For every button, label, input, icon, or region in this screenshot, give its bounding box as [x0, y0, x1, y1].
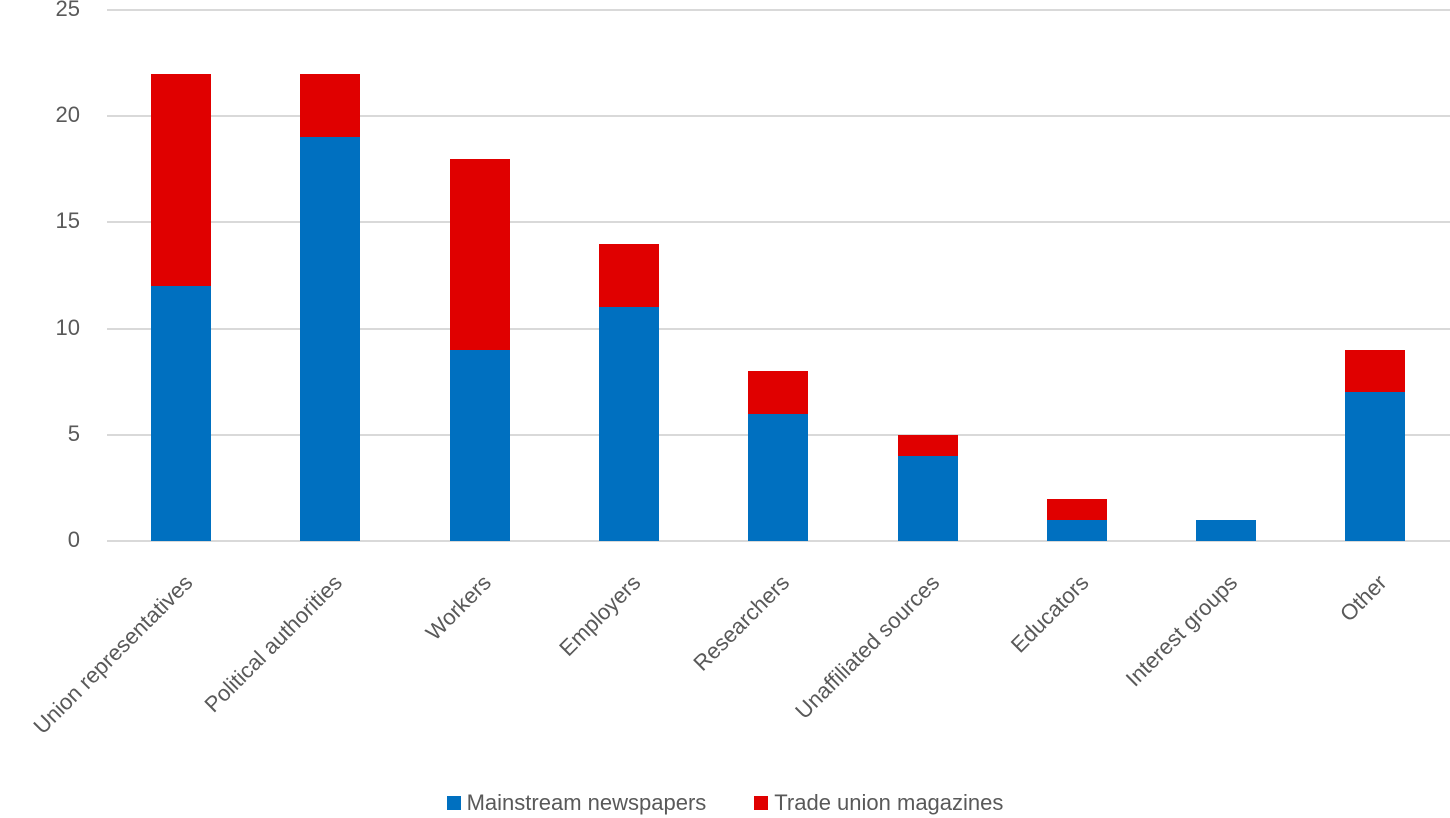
bar-segment-mainstream [151, 286, 211, 541]
y-tick-label: 10 [55, 314, 80, 340]
gridline [107, 327, 1450, 330]
bar-segment-trade-union [748, 371, 809, 414]
bar-segment-mainstream [748, 413, 809, 541]
x-axis-label: Workers [420, 569, 496, 646]
gridline [107, 9, 1450, 11]
x-axis-label: Educators [1005, 569, 1094, 658]
bar-segment-trade-union [897, 434, 958, 457]
bar-segment-mainstream [449, 349, 510, 541]
x-axis-label: Employers [554, 569, 646, 661]
x-axis-label: Interest groups [1120, 569, 1243, 692]
x-axis-label: Other [1335, 569, 1392, 627]
bar-segment-mainstream [1046, 519, 1107, 541]
bar-segment-mainstream [598, 307, 659, 541]
legend-item-mainstream: Mainstream newspapers [446, 790, 707, 816]
gridline [107, 221, 1450, 224]
bar-segment-trade-union [1046, 498, 1107, 520]
y-tick-label: 15 [55, 208, 80, 234]
gridline [107, 540, 1450, 542]
x-axis-label: Union representatives [28, 569, 198, 739]
y-tick-label: 20 [55, 102, 80, 128]
bar-segment-mainstream [300, 137, 361, 541]
bar-segment-trade-union [151, 73, 211, 287]
legend-label: Mainstream newspapers [466, 790, 707, 815]
y-tick-label: 25 [55, 0, 80, 21]
x-axis-label: Political authorities [199, 569, 348, 718]
gridline [107, 115, 1450, 118]
bar-segment-mainstream [1196, 519, 1257, 541]
bar-segment-trade-union [300, 73, 361, 138]
x-axis-label: Unaffiliated sources [789, 569, 944, 724]
bar-segment-mainstream [1345, 392, 1406, 541]
bar-segment-mainstream [897, 456, 958, 541]
bar-segment-trade-union [449, 158, 510, 350]
x-axis-label: Researchers [688, 569, 795, 676]
legend-swatch-trade-union [754, 796, 769, 810]
y-tick-label: 5 [67, 420, 80, 446]
legend-swatch-mainstream [446, 796, 461, 810]
legend-item-trade-union: Trade union magazines [754, 790, 1003, 816]
legend-label: Trade union magazines [774, 790, 1004, 815]
y-tick-label: 0 [67, 527, 80, 552]
legend: Mainstream newspapers Trade union magazi… [0, 790, 1450, 816]
bar-segment-trade-union [1345, 349, 1406, 393]
bar-segment-trade-union [598, 243, 659, 308]
